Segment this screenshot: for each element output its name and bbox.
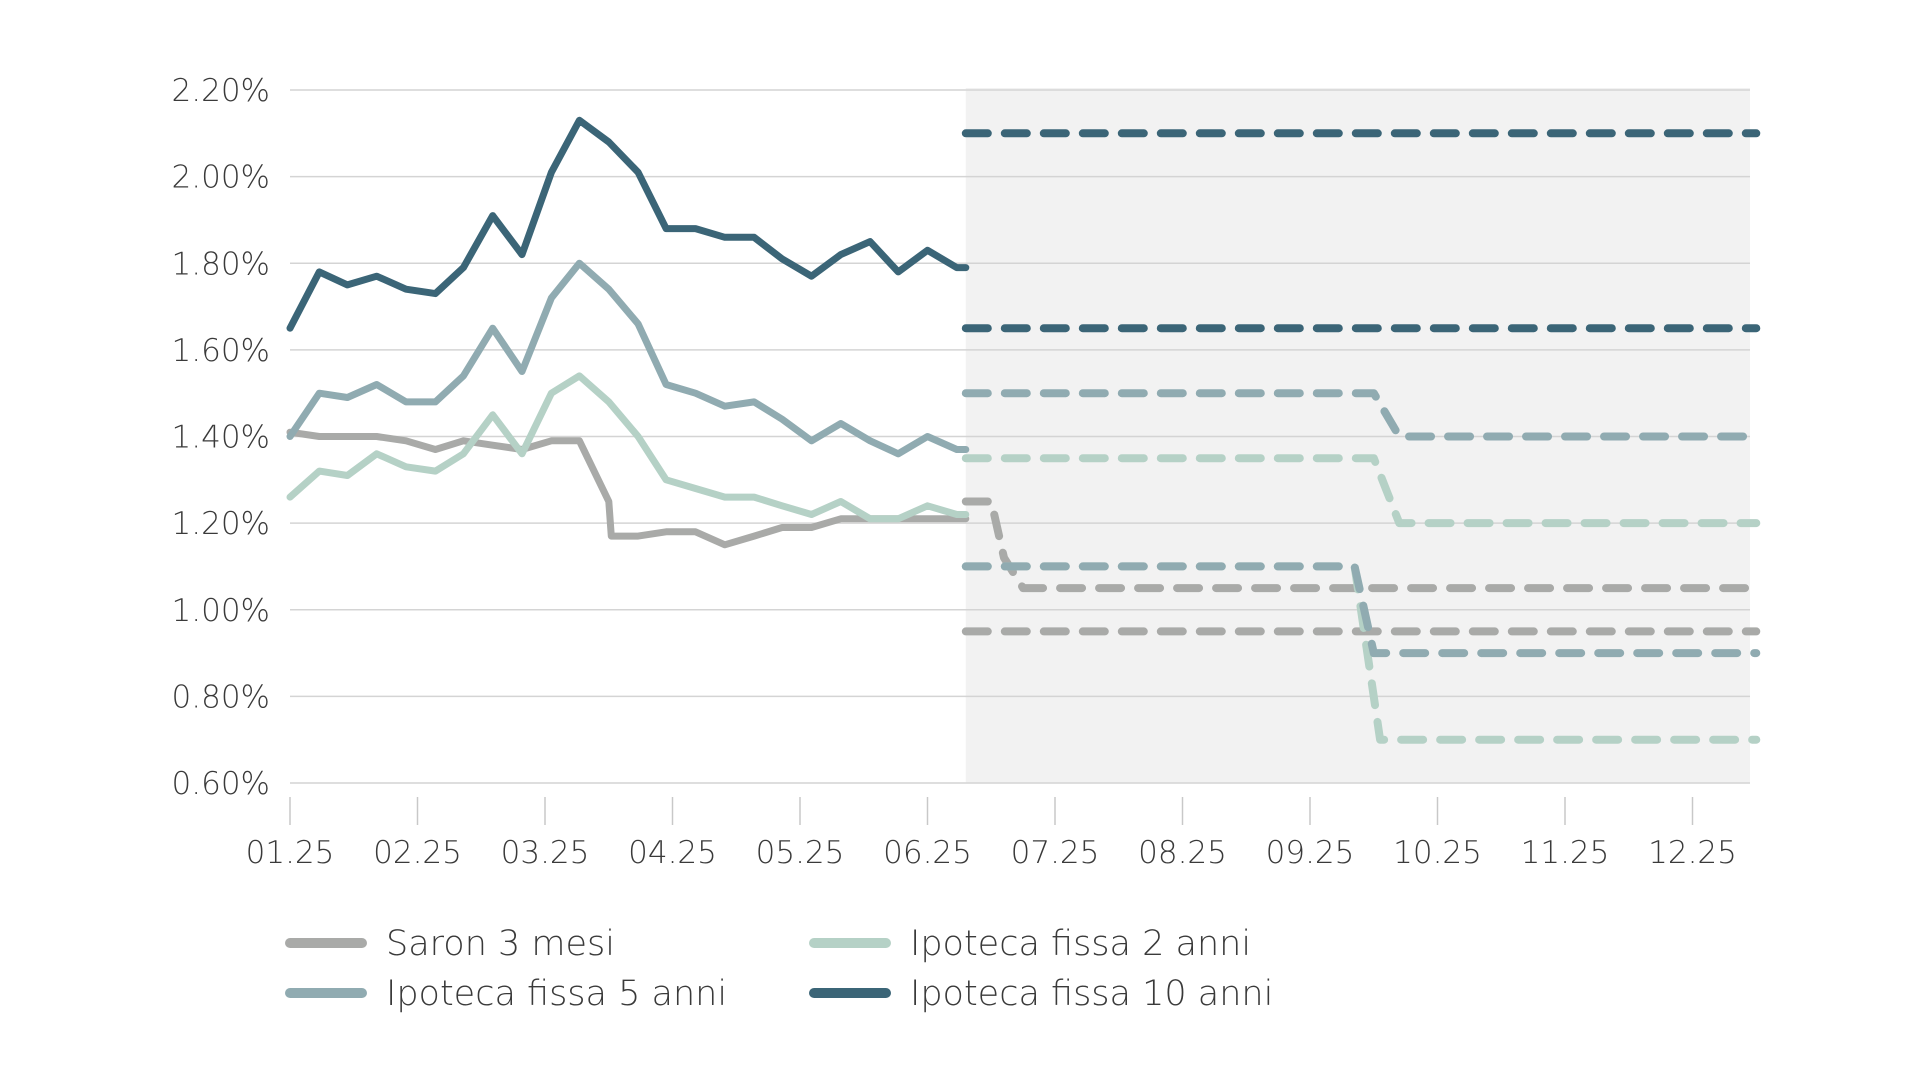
series-ipoteca-fissa-5-anni [286, 259, 1761, 658]
forecast-line-ipoteca-fissa-5-anni-2 [961, 562, 1761, 658]
x-tick-label: 08.25 [1138, 835, 1227, 871]
x-tick-label: 11.25 [1521, 835, 1610, 871]
legend-label: Ipoteca fissa 5 anni [386, 974, 727, 1014]
y-tick-label: 1.80% [172, 246, 270, 282]
y-tick-label: 1.00% [172, 593, 270, 629]
forecast-line-saron-3-mesi-1 [961, 497, 1761, 593]
x-tick-label: 12.25 [1648, 835, 1737, 871]
x-axis-ticks: 01.25 02.25 03.25 04.25 05.25 06.25 07.25 08.25… [246, 797, 1737, 871]
legend-label: Ipoteca fissa 10 anni [910, 974, 1273, 1014]
series-line-ipoteca-fissa-2-anni [286, 372, 970, 523]
series-line-saron-3-mesi [286, 428, 970, 549]
legend-item-ipoteca-fissa-10-anni: Ipoteca fissa 10 anni [809, 974, 1273, 1014]
series-ipoteca-fissa-10-anni [286, 116, 1761, 333]
x-tick-label: 01.25 [246, 835, 335, 871]
series-line-ipoteca-fissa-5-anni [286, 259, 970, 458]
legend-item-ipoteca-fissa-5-anni: Ipoteca fissa 5 anni [285, 974, 727, 1014]
x-tick-label: 05.25 [756, 835, 845, 871]
y-tick-label: 2.00% [172, 160, 270, 196]
x-tick-label: 09.25 [1266, 835, 1355, 871]
legend-item-saron-3-mesi: Saron 3 mesi [285, 924, 615, 964]
forecast-line-ipoteca-fissa-5-anni-1 [961, 389, 1761, 441]
legend-label: Saron 3 mesi [386, 924, 615, 964]
y-tick-label: 1.60% [172, 333, 270, 369]
x-tick-label: 04.25 [628, 835, 717, 871]
y-tick-label: 0.60% [172, 766, 270, 802]
y-tick-label: 1.40% [172, 420, 270, 456]
y-tick-label: 2.20% [172, 73, 270, 109]
x-tick-label: 10.25 [1393, 835, 1482, 871]
legend: Saron 3 mesi Ipoteca fissa 2 anni Ipoteca … [285, 924, 1273, 1014]
x-tick-label: 06.25 [883, 835, 972, 871]
y-axis-tick-labels: 0.60% 0.80% 1.00% 1.20% 1.40% 1.60% 1.80% 2.00%… [172, 73, 270, 802]
x-tick-label: 02.25 [373, 835, 462, 871]
series-lines [286, 116, 1761, 744]
x-tick-label: 07.25 [1011, 835, 1100, 871]
legend-item-ipoteca-fissa-2-anni: Ipoteca fissa 2 anni [809, 924, 1251, 964]
x-tick-label: 03.25 [501, 835, 590, 871]
forecast-region-background [965, 88, 1750, 783]
y-tick-label: 0.80% [172, 679, 270, 715]
legend-label: Ipoteca fissa 2 anni [910, 924, 1251, 964]
series-line-ipoteca-fissa-10-anni [286, 116, 970, 332]
forecast-line-ipoteca-fissa-2-anni-1 [961, 454, 1761, 528]
forecast-region-layer [965, 88, 1750, 783]
y-tick-label: 1.20% [172, 506, 270, 542]
